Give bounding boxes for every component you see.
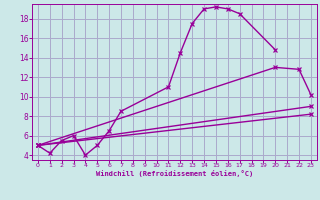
X-axis label: Windchill (Refroidissement éolien,°C): Windchill (Refroidissement éolien,°C) (96, 170, 253, 177)
